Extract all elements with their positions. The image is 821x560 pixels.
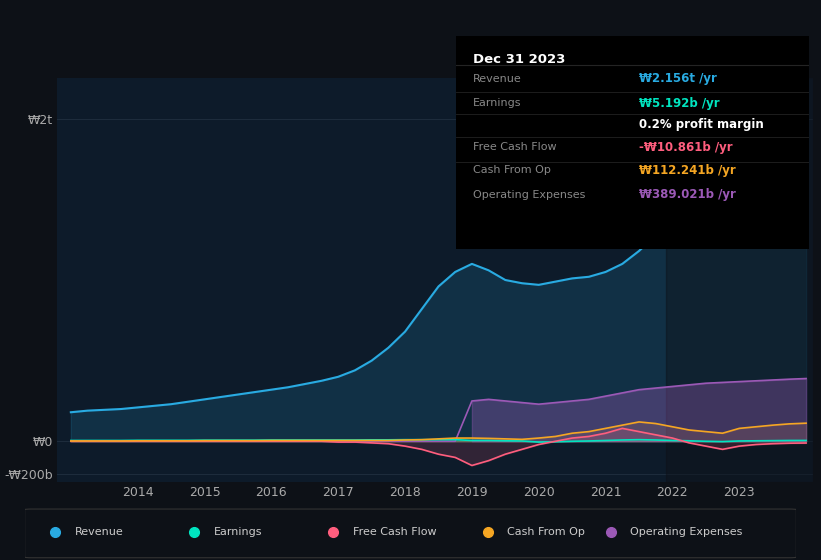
Text: Revenue: Revenue (75, 527, 123, 537)
Text: ₩112.241b /yr: ₩112.241b /yr (640, 164, 736, 177)
Text: Free Cash Flow: Free Cash Flow (474, 142, 557, 152)
Text: ₩2.156t /yr: ₩2.156t /yr (640, 72, 717, 86)
Text: Revenue: Revenue (474, 74, 522, 84)
Text: Operating Expenses: Operating Expenses (474, 190, 585, 200)
Text: ₩389.021b /yr: ₩389.021b /yr (640, 188, 736, 202)
Text: 0.2% profit margin: 0.2% profit margin (640, 118, 764, 131)
Bar (666, 78, 813, 482)
Text: Earnings: Earnings (213, 527, 262, 537)
Text: Cash From Op: Cash From Op (474, 165, 551, 175)
Text: Operating Expenses: Operating Expenses (631, 527, 743, 537)
Text: Dec 31 2023: Dec 31 2023 (474, 53, 566, 67)
Text: Cash From Op: Cash From Op (507, 527, 585, 537)
Text: -₩10.861b /yr: -₩10.861b /yr (640, 141, 733, 153)
Text: ₩5.192b /yr: ₩5.192b /yr (640, 97, 720, 110)
Text: Free Cash Flow: Free Cash Flow (353, 527, 436, 537)
Text: Earnings: Earnings (474, 99, 522, 109)
